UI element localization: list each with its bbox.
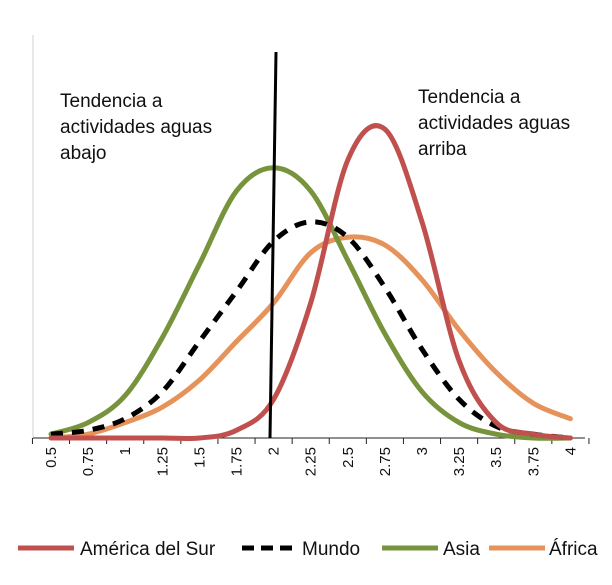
annotation-right-line-1: Tendencia a bbox=[418, 87, 521, 108]
x-tick-label: 3.5 bbox=[488, 447, 505, 468]
series-layer bbox=[48, 123, 573, 442]
x-tick-labels: 0.5 0.75 1 1.25 1.5 1.75 2 2.25 2.5 2.75 3 3.25 3.5 3… bbox=[43, 447, 579, 476]
series-line-1 bbox=[50, 219, 571, 441]
series-line-3 bbox=[48, 234, 573, 441]
x-tick-label: 1 bbox=[117, 447, 134, 455]
annotation-right-line-3: arriba bbox=[418, 139, 467, 160]
x-tick-label: 2.5 bbox=[340, 447, 357, 468]
x-tick-label: 1.75 bbox=[229, 447, 246, 476]
x-tick-label: 1.5 bbox=[191, 447, 208, 468]
x-tick-label: 3.25 bbox=[451, 447, 468, 476]
legend-label: África bbox=[549, 539, 598, 560]
x-tick-label: 2 bbox=[266, 447, 283, 455]
x-tick-label: 0.75 bbox=[80, 447, 97, 476]
legend-label: Asia bbox=[443, 539, 480, 560]
x-tick-label: 3 bbox=[414, 447, 431, 455]
legend-label: América del Sur bbox=[80, 539, 216, 560]
annotation-left: Tendencia a actividades aguas abajo bbox=[60, 91, 217, 164]
annotation-right: Tendencia a actividades aguas arriba bbox=[418, 87, 575, 160]
annotation-left-line-1: Tendencia a bbox=[60, 91, 163, 112]
legend: América del Sur Mundo Asia África bbox=[18, 539, 598, 560]
reference-line bbox=[268, 51, 278, 439]
annotation-left-line-3: abajo bbox=[60, 143, 107, 164]
x-tick-label: 1.25 bbox=[154, 447, 171, 476]
x-tick-label: 0.5 bbox=[43, 447, 60, 468]
series-line-2 bbox=[48, 165, 573, 441]
x-tick-label: 2.75 bbox=[377, 447, 394, 476]
series-line-0 bbox=[48, 123, 573, 442]
legend-label: Mundo bbox=[302, 539, 360, 560]
annotation-right-line-2: actividades aguas bbox=[418, 113, 570, 134]
x-tick-label: 4 bbox=[562, 447, 579, 455]
x-tick-label: 3.75 bbox=[525, 447, 542, 476]
annotation-left-line-2: actividades aguas bbox=[60, 117, 212, 138]
x-tick-label: 2.25 bbox=[303, 447, 320, 476]
